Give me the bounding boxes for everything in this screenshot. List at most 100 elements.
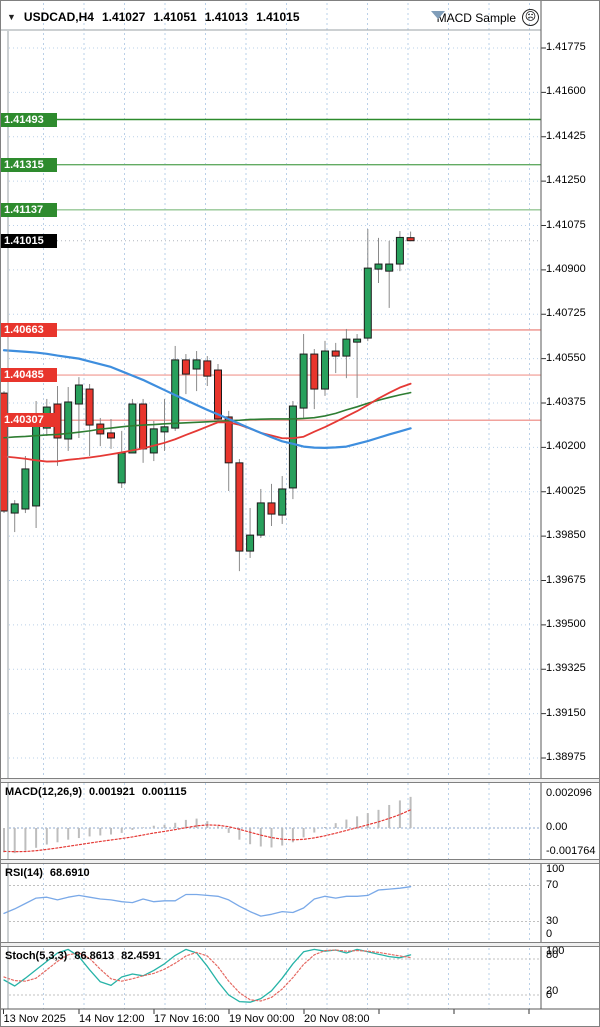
stoch-panel-splitter[interactable] — [1, 942, 599, 947]
candle-body[interactable] — [331, 350, 340, 357]
price-tick-label: 1.39500 — [546, 617, 586, 630]
level-price-tag: 1.40485 — [1, 368, 57, 383]
candle-body[interactable] — [160, 426, 169, 433]
price-tick-label: 1.39325 — [546, 662, 586, 675]
candle-body[interactable] — [139, 403, 148, 450]
price-tick-label: 1.40025 — [546, 484, 586, 497]
candle-body[interactable] — [64, 401, 73, 440]
price-tick-label: 1.39850 — [546, 529, 586, 542]
candle-body[interactable] — [181, 359, 190, 375]
candle-body[interactable] — [21, 468, 30, 510]
candle-body[interactable] — [406, 237, 415, 242]
bid-price-tag: 1.41015 — [1, 233, 57, 248]
stoch-axis-label: 100 — [546, 944, 565, 957]
candle-body[interactable] — [353, 338, 362, 343]
candle-body[interactable] — [74, 384, 83, 405]
price-tick-label: 1.38975 — [546, 751, 586, 763]
candle-body[interactable] — [363, 267, 372, 339]
candle-body[interactable] — [203, 360, 212, 377]
level-price-tag: 1.41137 — [1, 202, 57, 217]
macd-signal-value: 0.001115 — [141, 786, 187, 798]
stoch-axis-label: 80 — [546, 948, 559, 961]
rsi-axis-label: 30 — [546, 914, 559, 927]
symbol-dropdown-icon[interactable]: ▼ — [7, 12, 16, 22]
macd-name: MACD(12,26,9) — [5, 786, 83, 798]
candle-body[interactable] — [385, 263, 394, 272]
macd-main-value: 0.001921 — [89, 786, 135, 798]
rsi-axis-label: 0 — [546, 928, 553, 940]
macd-axis-label: -0.001764 — [546, 845, 596, 857]
stoch-name: Stoch(5,3,3) — [5, 950, 68, 962]
stoch-k-value: 86.8613 — [74, 950, 115, 962]
level-price-tag: 1.40663 — [1, 322, 57, 337]
macd-panel-splitter[interactable] — [1, 778, 599, 783]
price-tick-label: 1.39150 — [546, 706, 586, 719]
price-tick-label: 1.40550 — [546, 351, 586, 364]
macd-signal-line — [3, 809, 412, 853]
macd-axis-label: 0.00 — [546, 821, 568, 833]
candle-body[interactable] — [267, 502, 276, 515]
candle-body[interactable] — [256, 502, 265, 536]
candle-body[interactable] — [321, 350, 329, 390]
expert-status-sad-icon[interactable]: ☹ — [522, 9, 539, 26]
level-price-tag: 1.41493 — [1, 112, 57, 127]
candle-body[interactable] — [395, 236, 404, 265]
macd-axis-label: 0.002096 — [546, 787, 592, 799]
stoch-d-value: 82.4591 — [121, 950, 161, 962]
expert-advisor-badge: MACD Sample ☹ — [437, 9, 539, 26]
ma-blue-line — [2, 349, 412, 449]
price-tick-label: 1.40375 — [546, 396, 586, 408]
price-tick-label: 1.40725 — [546, 307, 586, 320]
quote-open-value: 1.41027 — [101, 10, 146, 24]
candle-body[interactable] — [192, 359, 201, 370]
price-tick-label: 1.41425 — [546, 129, 586, 142]
candle-body[interactable] — [235, 462, 244, 552]
price-tick-label: 1.40900 — [546, 262, 586, 275]
price-tick-label: 1.41775 — [546, 41, 586, 53]
candle-body[interactable] — [128, 403, 137, 454]
rsi-axis-label: 100 — [546, 863, 565, 875]
candle-body[interactable] — [117, 452, 126, 484]
time-axis[interactable] — [1, 1010, 599, 1026]
candle-body[interactable] — [342, 338, 351, 357]
rsi-name: RSI(14) — [5, 867, 43, 879]
candle-body[interactable] — [374, 263, 383, 270]
price-tick-label: 1.41250 — [546, 174, 586, 187]
stoch-axis-label: 20 — [546, 984, 559, 997]
candle-body[interactable] — [278, 488, 287, 516]
expert-name-label: MACD Sample — [436, 10, 516, 25]
rsi-line — [3, 886, 412, 917]
time-tick-label: 13 Nov 2025 — [3, 1013, 66, 1025]
quote-close-value: 1.41015 — [256, 10, 300, 24]
time-tick-label: 19 Nov 00:00 — [229, 1013, 295, 1025]
stoch-axis-label: 0 — [546, 988, 553, 1001]
candle-body[interactable] — [10, 503, 19, 514]
price-tick-label: 1.41075 — [546, 218, 586, 231]
macd-indicator-label: MACD(12,26,9) 0.001921 0.001115 — [5, 786, 194, 798]
candle-body[interactable] — [310, 353, 319, 390]
rsi-panel-splitter[interactable] — [1, 859, 599, 864]
chart-info-bar: ▼ USDCAD,H4 1.41027 1.41051 1.41013 1.41… — [7, 9, 300, 25]
price-tick-label: 1.39675 — [546, 573, 586, 586]
time-tick-label: 14 Nov 12:00 — [79, 1013, 145, 1025]
level-price-tag: 1.41315 — [1, 157, 57, 172]
symbol-timeframe-label: USDCAD,H4 — [23, 10, 94, 24]
candle-body[interactable] — [288, 405, 297, 489]
time-tick-label: 20 Nov 08:00 — [304, 1013, 370, 1025]
rsi-indicator-label: RSI(14) 68.6910 — [5, 867, 97, 879]
candle-body[interactable] — [149, 428, 158, 454]
quote-high-value: 1.41051 — [153, 10, 197, 24]
stoch-indicator-label: Stoch(5,3,3) 86.8613 82.4591 — [5, 950, 168, 962]
candle-body[interactable] — [214, 369, 222, 420]
ma-red-line — [3, 382, 412, 463]
candle-body[interactable] — [1, 392, 8, 512]
level-price-tag: 1.40307 — [1, 413, 57, 428]
candle-body[interactable] — [85, 388, 94, 426]
candle-body[interactable] — [246, 534, 255, 552]
candle-body[interactable] — [107, 432, 115, 439]
candle-body[interactable] — [224, 416, 233, 464]
candle-body[interactable] — [299, 353, 308, 409]
price-axis[interactable] — [542, 1, 599, 1009]
